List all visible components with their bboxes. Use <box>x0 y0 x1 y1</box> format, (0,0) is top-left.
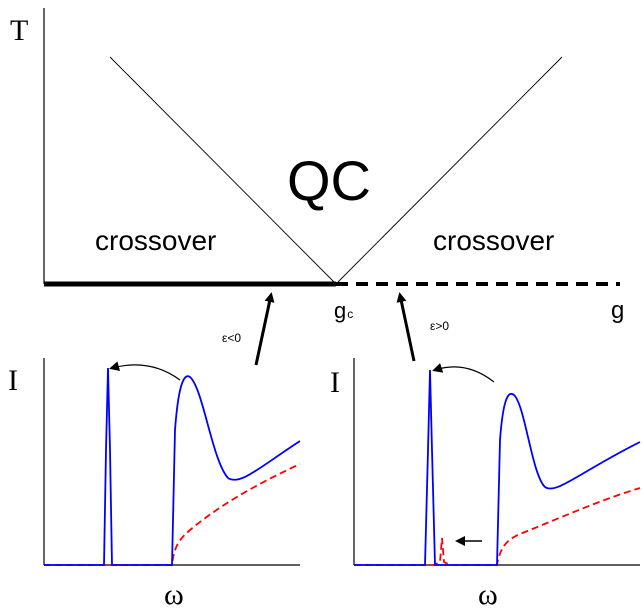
right-solid-curve <box>354 369 641 566</box>
right-frequency-label: ω <box>478 578 498 608</box>
right-epsilon-label: ε>0 <box>430 319 449 333</box>
left-dashed-curve <box>44 463 301 566</box>
right-peak-arrow <box>432 363 495 383</box>
left-up-arrow <box>254 292 275 366</box>
left-intensity-label: I <box>8 364 18 397</box>
left-epsilon-label: ε<0 <box>222 331 241 345</box>
critical-point-label: gc <box>334 298 353 323</box>
right-intensity-label: I <box>330 366 340 399</box>
right-crossover-line <box>335 56 563 285</box>
temperature-axis-label: T <box>10 14 28 47</box>
right-up-arrow <box>396 292 416 362</box>
left-crossover-line <box>109 56 337 285</box>
coupling-axis-label: g <box>611 297 624 324</box>
quantum-critical-label: QC <box>287 149 371 212</box>
left-crossover-label: crossover <box>95 225 216 256</box>
left-spectrum-panel: I ω <box>8 358 301 608</box>
left-peak-arrow <box>109 361 181 381</box>
left-frequency-label: ω <box>164 578 184 608</box>
left-solid-curve <box>44 367 301 566</box>
phase-diagram: T g gc QC crossover crossover ε<0 ε>0 <box>10 8 624 366</box>
right-crossover-label: crossover <box>433 225 554 256</box>
right-spectrum-panel: I ω <box>330 358 641 608</box>
